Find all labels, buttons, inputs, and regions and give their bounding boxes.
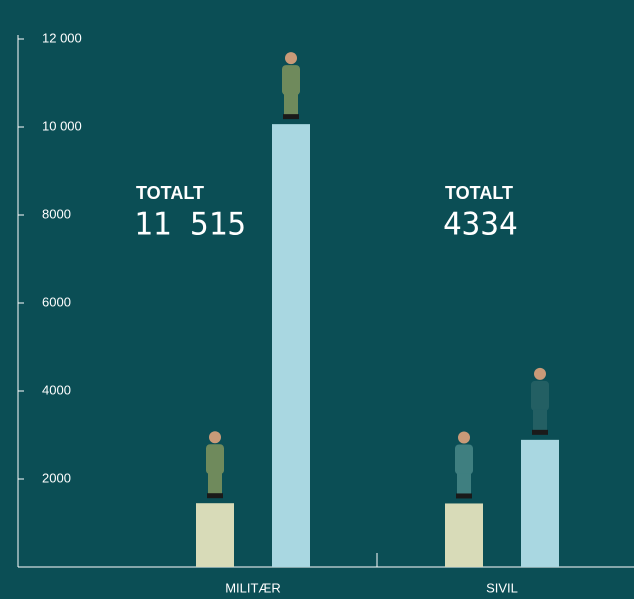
y-tick-label: 8000 (42, 206, 71, 221)
figure-legs (284, 94, 298, 117)
annotation-label: TOTALT (136, 183, 204, 203)
figure-feet (283, 114, 299, 120)
x-tick-label: SIVIL (486, 580, 518, 595)
figure-head (534, 367, 546, 380)
bar (196, 503, 234, 567)
y-tick-label: 6000 (42, 294, 71, 309)
figure-head (458, 431, 470, 444)
x-tick-label: MILITÆR (225, 580, 281, 595)
y-tick-label: 10 000 (42, 118, 82, 133)
figure-feet (456, 493, 472, 499)
figure-body (531, 380, 549, 411)
figure-legs (208, 473, 222, 496)
figure-body (282, 65, 300, 96)
annotation-label: TOTALT (445, 183, 513, 203)
figure-head (209, 431, 221, 444)
figure-feet (532, 429, 548, 435)
figure-head (285, 52, 297, 65)
figure-body (455, 444, 473, 475)
bar (521, 439, 559, 567)
annotation-total: 11 515 (134, 207, 246, 243)
y-tick-label: 12 000 (42, 30, 82, 45)
bar (445, 503, 483, 567)
figure-body (206, 444, 224, 475)
figure-legs (457, 473, 471, 496)
y-tick-label: 2000 (42, 470, 71, 485)
figure-legs (533, 409, 547, 432)
y-tick-label: 4000 (42, 382, 71, 397)
figure-feet (207, 493, 223, 499)
annotation-total: 4334 (443, 207, 518, 243)
bar (272, 124, 310, 567)
